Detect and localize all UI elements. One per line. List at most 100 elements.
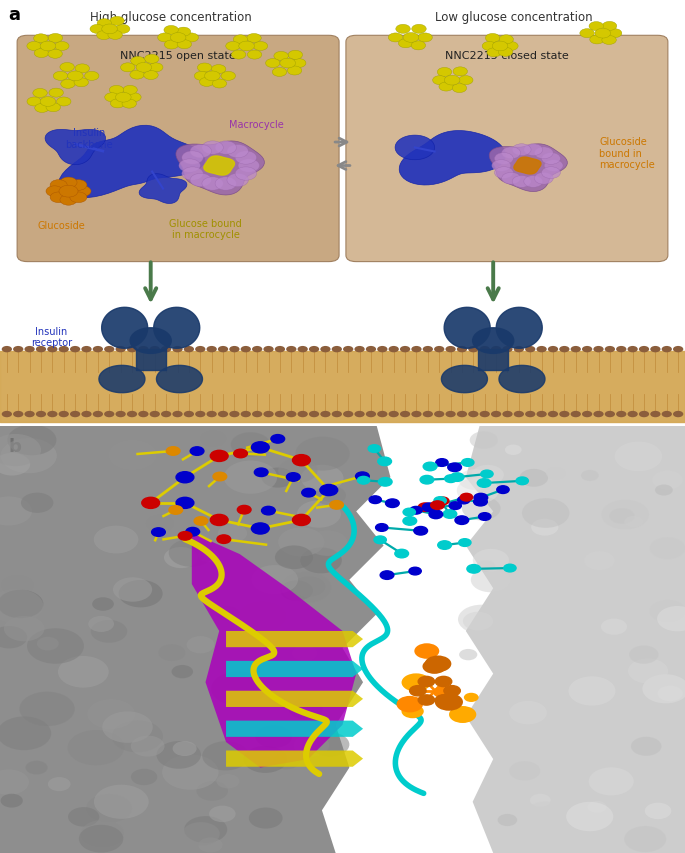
Circle shape xyxy=(158,34,172,43)
Circle shape xyxy=(369,496,382,504)
Circle shape xyxy=(473,549,509,572)
Circle shape xyxy=(414,527,427,536)
Circle shape xyxy=(238,601,287,632)
Circle shape xyxy=(105,94,119,102)
Polygon shape xyxy=(139,175,187,204)
Circle shape xyxy=(239,42,254,52)
FancyBboxPatch shape xyxy=(17,36,339,262)
Circle shape xyxy=(97,20,112,29)
Circle shape xyxy=(60,178,77,189)
Circle shape xyxy=(253,43,268,51)
Circle shape xyxy=(423,659,447,674)
Circle shape xyxy=(274,52,288,61)
Circle shape xyxy=(179,160,200,173)
Circle shape xyxy=(433,77,447,85)
Circle shape xyxy=(0,769,29,795)
Circle shape xyxy=(609,508,634,525)
Circle shape xyxy=(280,59,295,69)
Text: Glucose bound
in macrocycle: Glucose bound in macrocycle xyxy=(169,218,242,240)
Circle shape xyxy=(94,526,138,554)
Circle shape xyxy=(108,32,123,40)
Circle shape xyxy=(595,29,610,39)
Circle shape xyxy=(292,456,310,466)
Circle shape xyxy=(501,148,521,160)
Circle shape xyxy=(116,411,126,418)
Circle shape xyxy=(581,470,599,481)
Circle shape xyxy=(138,346,149,353)
Circle shape xyxy=(495,154,513,165)
Circle shape xyxy=(566,802,613,832)
Circle shape xyxy=(182,822,220,845)
Polygon shape xyxy=(204,157,234,176)
Circle shape xyxy=(82,346,92,353)
Circle shape xyxy=(146,515,174,532)
Circle shape xyxy=(250,755,303,788)
Circle shape xyxy=(343,346,353,353)
Circle shape xyxy=(149,64,163,73)
Circle shape xyxy=(68,560,119,591)
Circle shape xyxy=(0,453,30,476)
Circle shape xyxy=(650,346,660,353)
Polygon shape xyxy=(0,426,390,853)
Circle shape xyxy=(457,478,499,504)
Circle shape xyxy=(288,51,303,61)
Circle shape xyxy=(164,548,198,568)
Circle shape xyxy=(0,434,41,467)
Circle shape xyxy=(234,450,247,458)
Circle shape xyxy=(184,346,194,353)
Circle shape xyxy=(388,411,399,418)
Circle shape xyxy=(190,174,212,188)
Circle shape xyxy=(469,411,479,418)
Circle shape xyxy=(229,411,240,418)
Circle shape xyxy=(36,346,46,353)
Circle shape xyxy=(411,411,421,418)
Circle shape xyxy=(445,76,460,86)
Circle shape xyxy=(627,411,638,418)
Circle shape xyxy=(503,43,518,51)
Circle shape xyxy=(195,411,206,418)
Circle shape xyxy=(300,548,342,574)
Circle shape xyxy=(491,411,501,418)
Circle shape xyxy=(199,78,214,87)
Circle shape xyxy=(247,34,261,44)
Circle shape xyxy=(90,26,104,34)
Circle shape xyxy=(329,501,343,509)
Polygon shape xyxy=(156,366,203,393)
Circle shape xyxy=(21,493,53,514)
Circle shape xyxy=(0,496,32,526)
Circle shape xyxy=(205,72,220,82)
Circle shape xyxy=(86,794,132,822)
Polygon shape xyxy=(226,751,363,767)
Polygon shape xyxy=(192,533,356,768)
Circle shape xyxy=(235,152,257,165)
Circle shape xyxy=(278,459,318,483)
Circle shape xyxy=(459,539,471,547)
Circle shape xyxy=(70,181,87,191)
Circle shape xyxy=(458,77,473,85)
Polygon shape xyxy=(496,308,543,349)
Circle shape xyxy=(275,546,313,570)
Circle shape xyxy=(13,411,23,418)
Circle shape xyxy=(502,411,512,418)
Circle shape xyxy=(525,802,566,827)
Circle shape xyxy=(375,524,388,531)
Circle shape xyxy=(151,528,165,537)
Circle shape xyxy=(403,33,419,44)
Circle shape xyxy=(237,506,251,514)
Circle shape xyxy=(221,73,236,81)
Circle shape xyxy=(571,346,581,353)
Circle shape xyxy=(368,445,380,453)
Polygon shape xyxy=(226,631,363,647)
Circle shape xyxy=(273,752,300,769)
Circle shape xyxy=(4,616,45,641)
Circle shape xyxy=(48,777,71,792)
Circle shape xyxy=(215,177,236,191)
Circle shape xyxy=(292,60,306,68)
Circle shape xyxy=(627,346,638,353)
Polygon shape xyxy=(45,131,105,165)
Circle shape xyxy=(119,580,162,607)
Circle shape xyxy=(197,781,228,801)
Polygon shape xyxy=(466,426,685,853)
Circle shape xyxy=(605,346,615,353)
Circle shape xyxy=(495,167,513,179)
